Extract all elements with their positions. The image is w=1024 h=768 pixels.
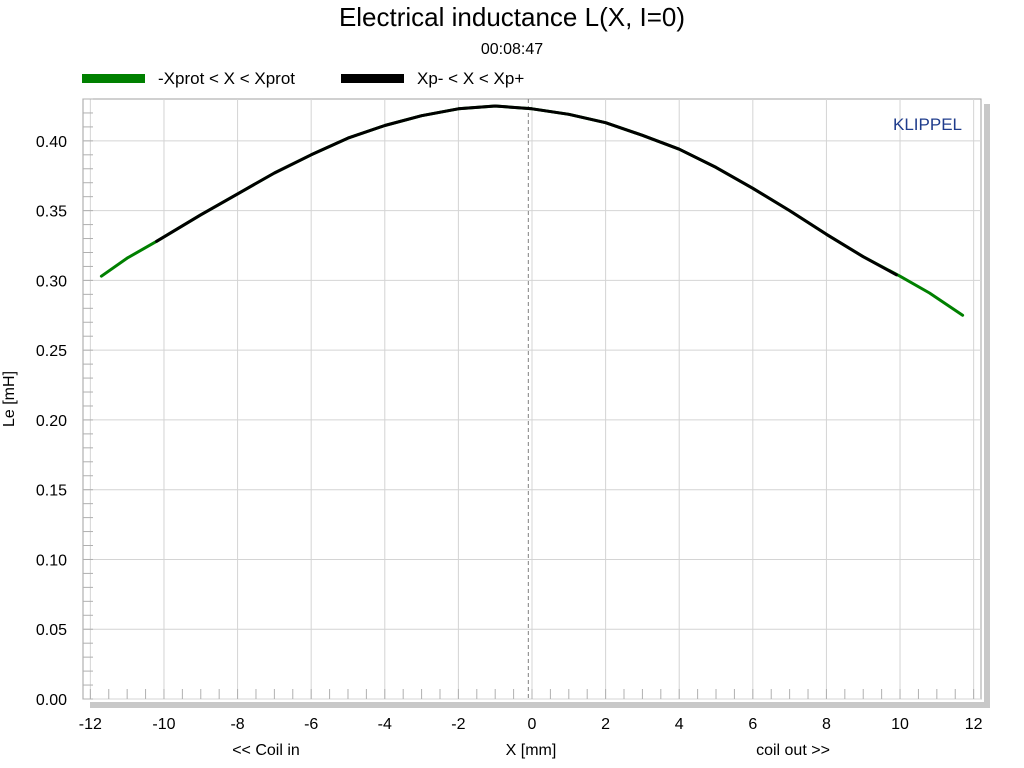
plot-shadow-right — [984, 104, 990, 708]
y-tick-label: 0.05 — [36, 622, 67, 639]
x-tick-label: 0 — [528, 716, 537, 733]
x-axis-note-coil-out: coil out >> — [756, 742, 830, 759]
x-axis-label: X [mm] — [506, 742, 557, 759]
y-tick-label: 0.00 — [36, 692, 67, 709]
x-tick-label: -4 — [378, 716, 392, 733]
x-tick-labels: -12 -10 -8 -6 -4 -2 0 2 4 6 8 10 12 — [79, 716, 983, 733]
x-tick-label: 6 — [748, 716, 757, 733]
legend-label-series-1: -Xprot < X < Xprot — [158, 69, 295, 88]
x-tick-label: -2 — [451, 716, 465, 733]
legend-swatch-series-1 — [82, 74, 145, 83]
series — [99, 104, 965, 317]
y-tick-label: 0.25 — [36, 343, 67, 360]
x-tick-label: 4 — [675, 716, 684, 733]
watermark-klippel: KLIPPEL — [893, 115, 962, 134]
y-tick-label: 0.40 — [36, 134, 67, 151]
plot-shadow-bottom — [90, 702, 990, 708]
y-axis-label: Le [mH] — [1, 371, 18, 427]
series-line-2 — [155, 104, 898, 277]
x-tick-label: -6 — [304, 716, 318, 733]
x-tick-label: -10 — [152, 716, 175, 733]
x-tick-label: 10 — [891, 716, 909, 733]
minor-ticks — [83, 98, 975, 700]
x-tick-label: 8 — [822, 716, 831, 733]
legend-swatch-series-2 — [341, 74, 404, 83]
y-tick-label: 0.10 — [36, 552, 67, 569]
y-tick-label: 0.20 — [36, 413, 67, 430]
y-tick-label: 0.35 — [36, 204, 67, 221]
y-tick-label: 0.15 — [36, 483, 67, 500]
x-tick-label: 12 — [965, 716, 983, 733]
x-axis-note-coil-in: << Coil in — [232, 742, 300, 759]
x-tick-label: 2 — [601, 716, 610, 733]
x-tick-label: -8 — [230, 716, 244, 733]
chart-subtitle: 00:08:47 — [481, 41, 543, 58]
y-tick-label: 0.30 — [36, 273, 67, 290]
chart-title: Electrical inductance L(X, I=0) — [339, 2, 685, 32]
grid — [83, 99, 981, 700]
x-tick-label: -12 — [79, 716, 102, 733]
legend-label-series-2: Xp- < X < Xp+ — [417, 69, 524, 88]
y-tick-labels: 0.00 0.05 0.10 0.15 0.20 0.25 0.30 0.35 0.40 — [36, 134, 67, 709]
